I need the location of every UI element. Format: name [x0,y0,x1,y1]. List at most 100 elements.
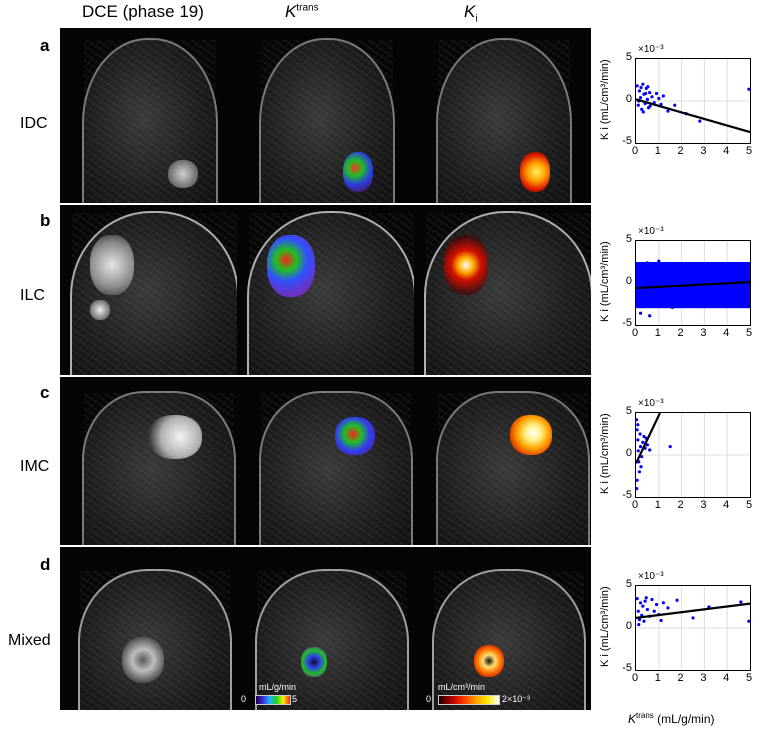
x-tick-label: 0 [631,499,639,511]
x-tick-label: 3 [700,672,707,684]
x-tick-label: 4 [723,499,730,511]
scatter-point [640,455,644,459]
scatter-svg [635,586,751,670]
scatter-point [640,107,644,111]
mri-ki-map [414,377,591,545]
y-tick-label: 0 [625,620,632,632]
scatter-svg [634,413,750,497]
scatter-point [637,618,642,622]
x-tick-label: 5 [745,145,753,157]
scatter-point [638,96,643,100]
scatter-point [737,304,741,308]
y-axis-label: K i (mL/cm³/min) [599,59,611,140]
scatter-point [746,263,750,267]
x-tick-label: 3 [700,145,707,157]
scatter-point [636,449,640,453]
scatter-point [725,264,729,268]
scatter-point [680,262,684,266]
scatter-point [657,96,661,101]
scatter-point [644,596,648,600]
scatter-point [666,109,670,113]
mri-dce-image [60,205,237,375]
scatter-point [636,423,640,427]
scatter-point [641,304,645,309]
x-tick-label: 5 [745,327,753,339]
axis-exponent-label: ×10⁻³ [638,44,664,55]
scatter-point [666,606,670,610]
scatter-point [698,119,702,123]
scatter-point [650,597,654,602]
scatter-plot-d [635,585,751,671]
ktrans-colorbar-min: 0 [241,694,247,704]
row-letter-c: c [40,383,50,402]
row-letter-d: d [40,555,51,574]
scatter-point [635,487,639,491]
scatter-point [661,601,665,605]
column-header-dce: DCE (phase 19) [82,2,204,21]
scatter-point [747,619,751,623]
mri-dce-image [60,28,237,203]
y-axis-label: K i (mL/cm³/min) [599,586,611,667]
scatter-point [648,91,652,95]
y-tick-label: 5 [625,405,632,417]
scatter-point [648,314,652,318]
y-tick-label: 5 [625,51,632,63]
ktrans-colorbar-title: mL/g/min [259,682,297,692]
scatter-point [702,262,706,267]
ki-colorbar-max: 2×10⁻³ [502,694,531,704]
y-tick-label: 0 [625,275,632,287]
y-axis-label: K i (mL/cm³/min) [599,241,611,322]
scatter-point [635,84,639,88]
row-label-idc: IDC [20,115,48,132]
scatter-point [634,418,639,422]
x-tick-label: 2 [677,672,684,684]
scatter-plot-a [635,58,751,144]
scatter-point [638,432,642,436]
scatter-point [641,82,645,86]
scatter-point [654,91,659,96]
column-header-ktrans: Ktrans [285,2,319,21]
row-letter-a: a [40,36,50,55]
scatter-point [639,465,643,469]
x-tick-label: 5 [745,672,753,684]
scatter-point [636,438,640,442]
x-tick-label: 4 [723,145,730,157]
scatter-point [636,103,640,107]
scatter-point [635,428,639,432]
mri-row-ilc [60,205,591,375]
scatter-point [641,604,645,608]
scatter-svg [635,59,751,143]
axis-exponent-label: ×10⁻³ [638,226,664,237]
axis-exponent-label: ×10⁻³ [638,571,664,582]
row-letter-b: b [40,211,51,230]
mri-ki-map [414,28,591,203]
scatter-point [670,305,675,309]
x-tick-label: 0 [631,327,639,339]
row-label-mixed: Mixed [8,632,51,649]
scatter-point [636,609,640,613]
scatter-point [645,607,649,612]
scatter-point [645,443,649,447]
x-tick-label: 5 [745,499,753,511]
ki-colorbar-title: mL/cm³/min [438,682,485,692]
fit-line [636,281,750,290]
axis-exponent-label: ×10⁻³ [638,398,664,409]
mri-dce-image [60,377,237,545]
mri-ktrans-map [237,205,414,375]
mri-row-idc [60,28,591,203]
y-tick-label: 5 [625,578,632,590]
scatter-point [642,434,646,439]
x-tick-label: 2 [677,499,684,511]
x-tick-label: 1 [654,145,661,157]
x-tick-label: 1 [654,499,661,511]
y-tick-label: 0 [625,93,632,105]
scatter-point [673,103,677,107]
y-tick-label: -5 [622,317,632,329]
y-tick-label: 0 [625,447,632,459]
scatter-point [691,616,695,620]
ki-colorbar [438,695,500,705]
ktrans-colorbar-max: 5 [292,694,298,704]
y-tick-label: -5 [622,662,632,674]
y-tick-label: -5 [622,135,632,147]
y-tick-label: -5 [622,489,632,501]
